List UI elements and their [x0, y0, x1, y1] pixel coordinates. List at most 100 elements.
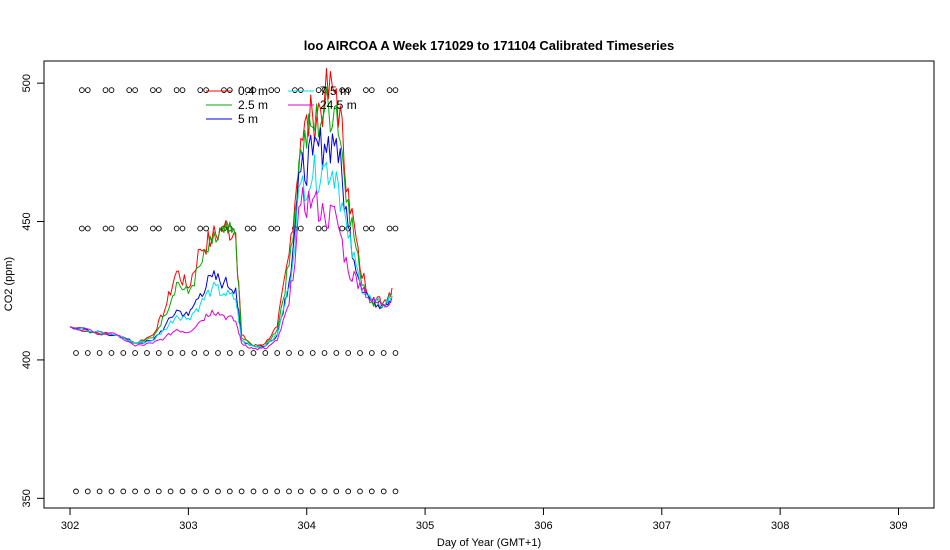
marker-point	[102, 87, 109, 93]
marker-point	[238, 488, 245, 495]
marker-point	[96, 488, 103, 495]
y-tick-label: 500	[21, 74, 33, 92]
marker-point	[132, 488, 138, 495]
marker-point	[297, 87, 304, 93]
marker-point	[339, 225, 346, 232]
legend-label: 7.5 m	[320, 84, 350, 98]
legend-label: 5 m	[238, 112, 258, 126]
marker-point	[363, 225, 369, 232]
marker-point	[339, 87, 346, 93]
marker-point	[321, 350, 328, 356]
marker-point	[108, 350, 115, 356]
marker-point	[155, 350, 162, 356]
x-axis-label: Day of Year (GMT+1)	[437, 537, 541, 549]
marker-point	[368, 87, 375, 93]
x-tick-label: 309	[889, 520, 907, 532]
marker-point	[179, 488, 186, 495]
marker-point	[150, 225, 156, 232]
series-line	[69, 86, 393, 349]
marker-point	[203, 225, 209, 232]
marker-point	[155, 488, 162, 495]
marker-point	[333, 350, 340, 356]
marker-point	[84, 225, 91, 232]
marker-point	[315, 87, 322, 93]
marker-point	[102, 225, 109, 232]
marker-point	[392, 87, 399, 93]
marker-point	[380, 488, 387, 495]
marker-point	[297, 225, 304, 232]
marker-point	[333, 488, 340, 495]
marker-point	[345, 87, 352, 93]
marker-point	[363, 87, 369, 93]
series-lines	[69, 67, 393, 351]
marker-point	[173, 87, 180, 93]
marker-point	[386, 225, 393, 232]
legend-label: 24.5 m	[320, 98, 357, 112]
marker-point	[79, 87, 85, 93]
legend-label: 2.5 m	[238, 98, 268, 112]
marker-point	[132, 225, 138, 232]
chart-title: loo AIRCOA A Week 171029 to 171104 Calib…	[304, 38, 674, 53]
y-axis-label: CO2 (ppm)	[3, 257, 15, 311]
marker-point	[203, 350, 209, 356]
marker-point	[108, 488, 115, 495]
marker-point	[262, 350, 269, 356]
marker-point	[96, 350, 103, 356]
marker-point	[191, 488, 198, 495]
marker-point	[297, 488, 304, 495]
marker-point	[226, 87, 233, 93]
marker-point	[73, 488, 79, 495]
marker-point	[155, 225, 162, 232]
marker-point	[250, 225, 257, 232]
marker-point	[274, 225, 281, 232]
marker-point	[126, 87, 133, 93]
marker-point	[321, 225, 328, 232]
marker-point	[108, 87, 115, 93]
marker-point	[244, 87, 251, 93]
marker-point	[191, 350, 198, 356]
marker-point	[132, 350, 138, 356]
marker-point	[250, 488, 257, 495]
y-axis: 350 400 450 500	[21, 74, 45, 507]
marker-point	[155, 87, 162, 93]
marker-point	[173, 225, 180, 232]
marker-point	[84, 350, 91, 356]
x-tick-label: 302	[61, 520, 79, 532]
marker-point	[144, 488, 150, 495]
marker-point	[357, 350, 363, 356]
marker-point	[79, 225, 85, 232]
x-axis: 302 303 304 305 306 307 308 309	[61, 507, 908, 532]
marker-point	[120, 488, 127, 495]
marker-point	[321, 488, 328, 495]
x-tick-label: 305	[416, 520, 434, 532]
x-tick-label: 307	[653, 520, 671, 532]
marker-point	[226, 350, 233, 356]
y-tick-label: 450	[21, 212, 33, 230]
marker-point	[132, 87, 138, 93]
marker-point	[84, 87, 91, 93]
marker-point	[286, 488, 292, 495]
marker-point	[73, 350, 79, 356]
marker-point	[268, 87, 275, 93]
marker-point	[215, 350, 221, 356]
marker-point	[368, 488, 375, 495]
marker-point	[238, 350, 245, 356]
marker-point	[144, 350, 150, 356]
marker-point	[292, 87, 298, 93]
marker-point	[226, 488, 233, 495]
series-line	[69, 186, 393, 351]
y-tick-label: 400	[21, 351, 33, 369]
marker-point	[203, 87, 209, 93]
marker-point	[345, 350, 352, 356]
marker-point	[120, 350, 127, 356]
marker-point	[357, 488, 363, 495]
x-tick-label: 304	[298, 520, 316, 532]
marker-point	[368, 225, 375, 232]
series-line	[69, 154, 393, 349]
marker-point	[380, 350, 387, 356]
marker-point	[297, 350, 304, 356]
marker-point	[108, 225, 115, 232]
marker-point	[274, 350, 281, 356]
